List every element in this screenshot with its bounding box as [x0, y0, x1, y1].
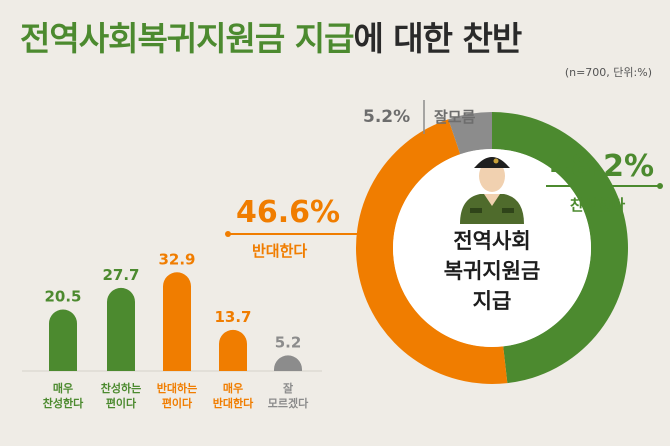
unknown-category-label: 잘모름 [434, 108, 476, 126]
soldier-icon-pocket-left [470, 208, 482, 213]
disagree-leader-dot [225, 231, 231, 237]
slice-disagree [355, 119, 508, 384]
donut-center-label: 지급 [473, 289, 512, 313]
soldier-icon-body [460, 194, 524, 224]
bar-category-label: 모르겠다 [268, 396, 309, 410]
bar-value-label: 13.7 [214, 308, 251, 326]
unknown-percent-label: 5.2% [363, 107, 410, 127]
bar-value-label: 27.7 [102, 266, 139, 284]
soldier-icon-pocket-right [502, 208, 514, 213]
disagree-category-label: 반대한다 [252, 242, 307, 260]
sample-note: (n=700, 단위:%) [564, 66, 652, 79]
bar-3 [163, 272, 191, 371]
agree-leader-dot [657, 183, 663, 189]
bar-category-label: 매우 [223, 381, 243, 395]
bar-category-label: 편이다 [162, 396, 193, 410]
bar-value-label: 32.9 [158, 250, 195, 268]
bar-4 [219, 329, 247, 371]
agree-percent-label: 48.2% [550, 149, 654, 184]
soldier-icon-badge [493, 158, 499, 164]
donut-hole [393, 149, 591, 347]
soldier-icon-collar [484, 194, 500, 206]
disagree-percent-label: 46.6% [236, 195, 340, 230]
donut-center-label: 전역사회 [453, 229, 530, 253]
bar-value-label: 5.2 [275, 333, 302, 351]
bar-category-label: 매우 [53, 381, 73, 395]
bar-category-label: 찬성한다 [43, 396, 84, 410]
agree-category-label: 찬성한다 [570, 196, 625, 214]
bar-5 [274, 355, 302, 371]
bar-value-label: 20.5 [44, 288, 81, 306]
bar-category-label: 잘 [283, 382, 293, 395]
slice-agree [492, 112, 628, 384]
bar-category-label: 편이다 [106, 396, 137, 410]
bar-2 [107, 287, 135, 371]
bar-1 [49, 309, 77, 371]
donut-center-label: 복귀지원금 [444, 259, 541, 283]
soldier-icon-beret [474, 157, 510, 168]
title-highlight: 전역사회복귀지원금 지급 [20, 19, 354, 58]
bar-category-label: 찬성하는 [101, 381, 141, 395]
bar-category-label: 반대하는 [157, 381, 197, 395]
title-rest: 에 대한 찬반 [353, 19, 522, 58]
page-title: 전역사회복귀지원금 지급에 대한 찬반 [20, 12, 522, 60]
bar-category-label: 반대한다 [213, 396, 254, 410]
slice-unknown [448, 112, 492, 155]
